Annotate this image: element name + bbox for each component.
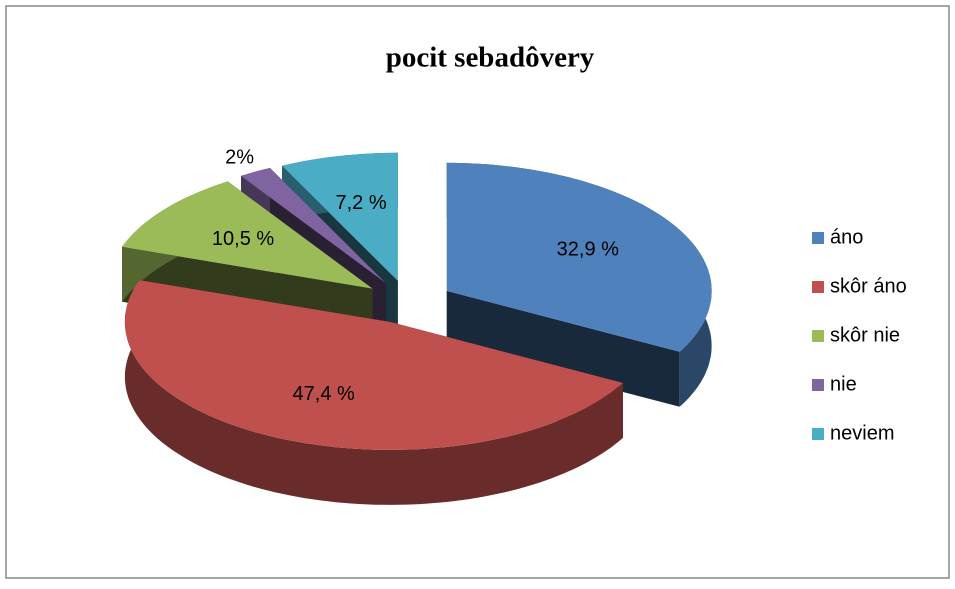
legend-label: neviem xyxy=(830,422,894,444)
slice xyxy=(122,181,373,289)
legend-label: áno xyxy=(830,226,863,248)
legend-label: nie xyxy=(830,373,857,395)
legend-swatch xyxy=(812,428,824,440)
slice xyxy=(124,280,623,450)
slice xyxy=(446,162,712,352)
slice-side xyxy=(124,280,623,505)
slice xyxy=(282,152,398,281)
data-label: 32,9 % xyxy=(557,239,619,261)
chart-title: pocit sebadôvery xyxy=(386,42,595,74)
data-label: 7,2 % xyxy=(335,192,386,214)
legend-swatch xyxy=(812,281,824,293)
legend-label: skôr nie xyxy=(830,324,900,346)
slice-face xyxy=(446,290,680,407)
data-label: 10,5 % xyxy=(212,228,274,250)
slice xyxy=(241,168,386,284)
legend-swatch xyxy=(812,330,824,342)
legend-swatch xyxy=(812,232,824,244)
data-label: 2% xyxy=(225,147,254,169)
legend-label: skôr áno xyxy=(830,275,907,297)
data-label: 47,4 % xyxy=(293,383,355,405)
legend-swatch xyxy=(812,379,824,391)
